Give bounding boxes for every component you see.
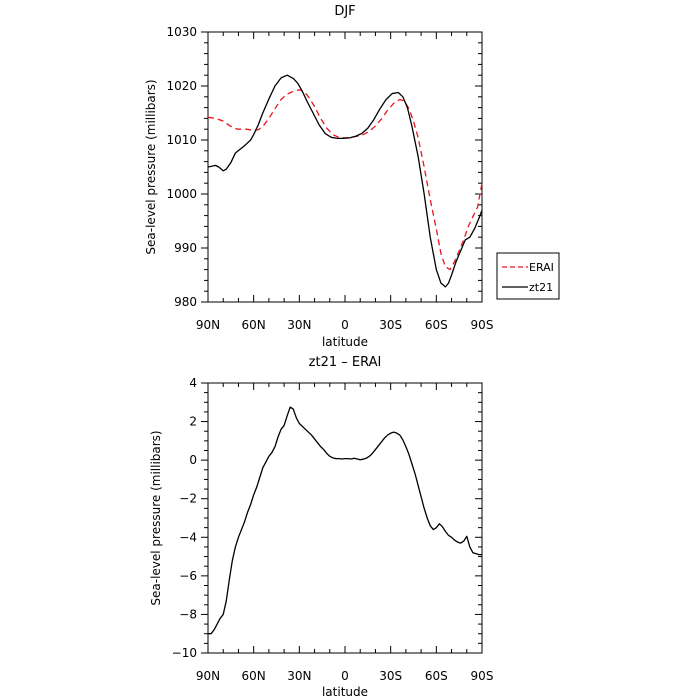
legend-label-erai: ERAI [529, 261, 554, 274]
top-x-tick-label: 30N [287, 318, 311, 332]
top-x-tick-label: 60N [242, 318, 266, 332]
bottom-chart-title: zt21 – ERAI [309, 355, 382, 370]
top-x-tick-label: 60S [425, 318, 448, 332]
bottom-y-tick-label: −6 [179, 569, 197, 583]
bottom-x-tick-label: 90N [196, 669, 220, 683]
bottom-x-tick-label: 90S [471, 669, 494, 683]
top-series-line-erai [207, 89, 483, 271]
bottom-y-tick-label: −8 [179, 607, 197, 621]
top-series-line-zt21 [207, 74, 483, 288]
top-plot-frame [207, 31, 483, 303]
bottom-x-tick-label: 30N [287, 669, 311, 683]
top-y-tick-label: 980 [174, 295, 197, 309]
top-y-tick-label: 1020 [166, 79, 197, 93]
top-x-tick-label: 30S [379, 318, 402, 332]
top-x-axis-label: latitude [322, 335, 368, 349]
bottom-chart: zt21 – ERAI 90N 60N 30N 0 30S 60S 90S −10 −8 −6 −… [149, 355, 493, 699]
bottom-y-tick-label: 4 [189, 376, 197, 390]
legend-label-zt21: zt21 [529, 281, 553, 294]
legend: ERAI zt21 [496, 252, 560, 300]
bottom-series-line-diff [208, 406, 482, 635]
bottom-y-axis-label: Sea-level pressure (millibars) [149, 430, 163, 605]
bottom-y-tick-label: 0 [189, 453, 197, 467]
top-y-tick-label: 1000 [166, 187, 197, 201]
top-x-tick-label: 0 [341, 318, 349, 332]
bottom-x-tick-label: 60N [242, 669, 266, 683]
bottom-y-tick-label: −4 [179, 530, 197, 544]
bottom-y-tick-label: −10 [172, 646, 197, 660]
top-x-tick-label: 90N [196, 318, 220, 332]
bottom-x-tick-label: 0 [341, 669, 349, 683]
top-chart-title: DJF [334, 4, 355, 19]
top-y-tick-label: 990 [174, 241, 197, 255]
legend-box [496, 252, 560, 300]
bottom-y-tick-label: 2 [189, 415, 197, 429]
bottom-x-tick-label: 30S [379, 669, 402, 683]
bottom-plot-frame [207, 382, 483, 654]
bottom-x-tick-label: 60S [425, 669, 448, 683]
top-x-tick-label: 90S [471, 318, 494, 332]
top-y-tick-label: 1030 [166, 25, 197, 39]
top-y-axis-label: Sea-level pressure (millibars) [144, 79, 158, 254]
top-chart: DJF 90N 60N 30N 0 30S 60S 90S 980 990 1000 1010 10… [144, 4, 560, 349]
bottom-x-axis-label: latitude [322, 685, 368, 699]
bottom-y-tick-label: −2 [179, 492, 197, 506]
top-y-tick-label: 1010 [166, 133, 197, 147]
